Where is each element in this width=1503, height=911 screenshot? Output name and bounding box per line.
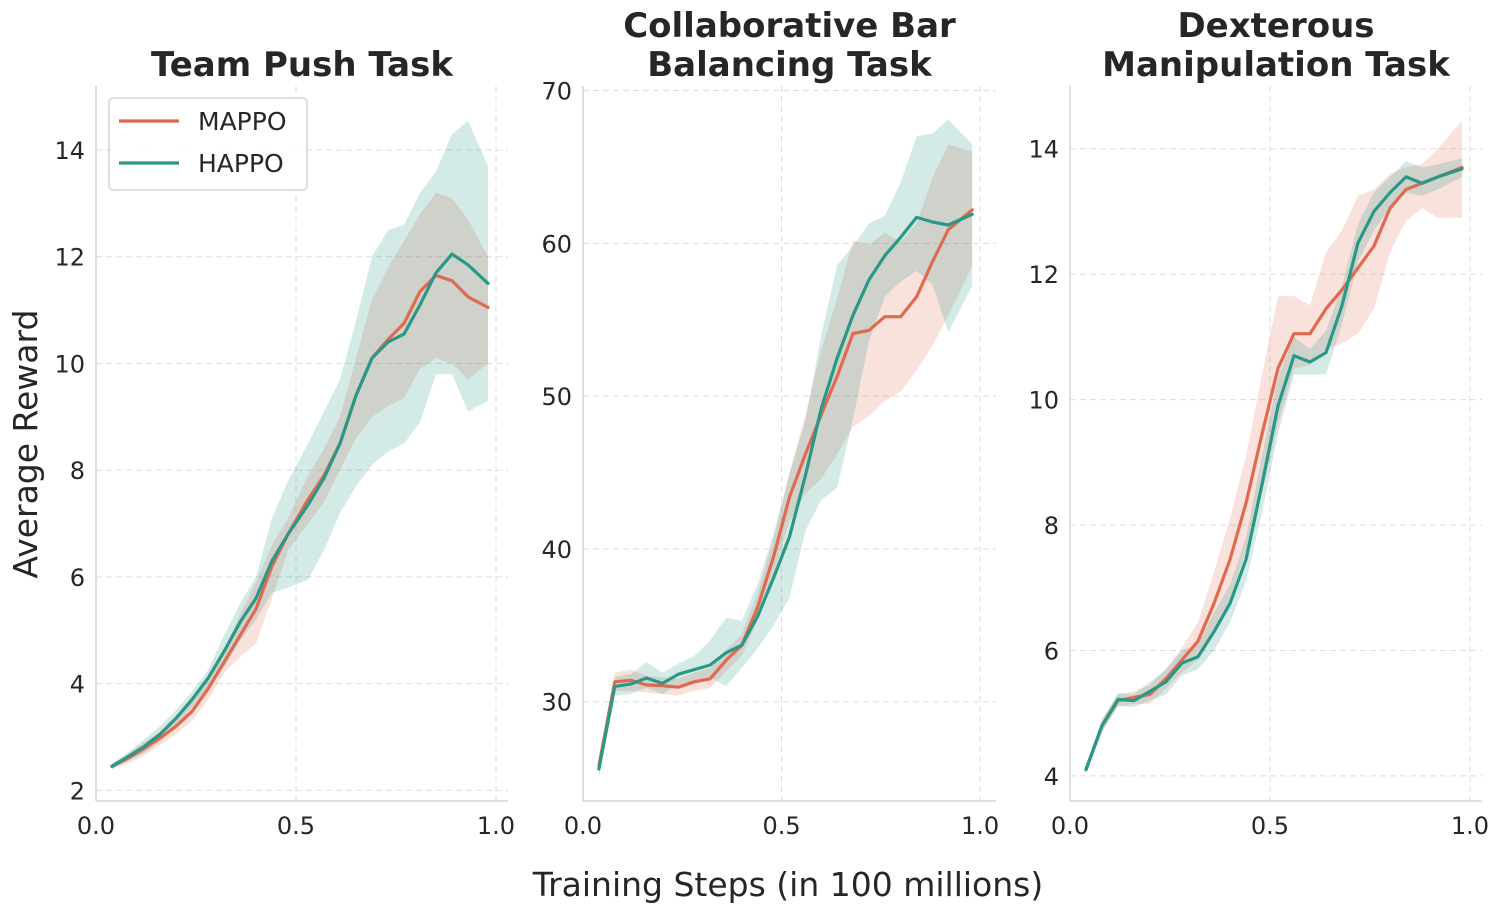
x-tick-label: 0.0 <box>564 812 602 840</box>
chart-title: Manipulation Task <box>1102 45 1451 85</box>
y-tick-label: 8 <box>1044 512 1059 540</box>
chart-title: Collaborative Bar <box>623 6 956 46</box>
y-tick-label: 70 <box>541 78 572 106</box>
y-tick-label: 12 <box>1028 261 1059 289</box>
y-tick-label: 2 <box>70 777 85 805</box>
x-tick-label: 0.5 <box>277 812 315 840</box>
series-line-happo <box>110 252 490 768</box>
x-tick-label: 0.0 <box>1051 812 1089 840</box>
confidence-band-happo <box>1086 158 1462 773</box>
series-line-happo <box>597 212 974 771</box>
confidence-band-mappo <box>598 144 973 776</box>
x-tick-label: 1.0 <box>961 812 999 840</box>
y-tick-label: 4 <box>1044 763 1059 791</box>
x-tick-label: 0.0 <box>77 812 115 840</box>
y-tick-label: 60 <box>541 230 572 258</box>
y-axis-label: Average Reward <box>6 310 45 579</box>
chart-panel-2: 30 40 50 60 70 0.0 0.5 1.0 Collaborative BarBala… <box>541 6 999 840</box>
y-tick-label: 50 <box>541 383 572 411</box>
y-tick-label: 6 <box>70 564 85 592</box>
legend-label-happo: HAPPO <box>198 149 284 178</box>
y-tick-label: 8 <box>70 457 85 485</box>
chart-title: Dexterous <box>1177 6 1374 46</box>
y-tick-label: 10 <box>54 350 85 378</box>
confidence-band-mappo <box>112 192 488 769</box>
x-tick-label: 0.5 <box>1251 812 1289 840</box>
y-tick-label: 6 <box>1044 637 1059 665</box>
y-tick-label: 10 <box>1028 387 1059 415</box>
confidence-band-mappo <box>1086 120 1462 773</box>
chart-panels: 2 4 6 8 10 12 14 0.0 0.5 1.0 Team Push Task 30 40 50 6… <box>54 6 1489 840</box>
confidence-band-happo <box>112 120 488 769</box>
chart-title: Team Push Task <box>151 45 454 85</box>
x-tick-label: 1.0 <box>1451 812 1489 840</box>
confidence-band-happo <box>598 119 973 779</box>
series-line-mappo <box>1084 165 1464 772</box>
y-tick-label: 14 <box>1028 136 1059 164</box>
x-tick-label: 0.5 <box>762 812 800 840</box>
series-line-mappo <box>597 208 974 768</box>
x-tick-label: 1.0 <box>477 812 515 840</box>
chart-panel-3: 4 6 8 10 12 14 0.0 0.5 1.0 DexterousManipulation … <box>1028 6 1489 840</box>
y-tick-label: 40 <box>541 536 572 564</box>
y-tick-label: 30 <box>541 689 572 717</box>
x-axis-label: Training Steps (in 100 millions) <box>532 865 1043 904</box>
y-tick-label: 4 <box>70 671 85 699</box>
chart-panel-1: 2 4 6 8 10 12 14 0.0 0.5 1.0 Team Push Task <box>54 45 515 840</box>
legend-label-mappo: MAPPO <box>198 107 287 136</box>
legend: MAPPO HAPPO <box>108 97 308 191</box>
y-tick-label: 14 <box>54 137 85 165</box>
chart-title: Balancing Task <box>647 45 933 85</box>
series-line-happo <box>1084 167 1464 772</box>
y-tick-label: 12 <box>54 244 85 272</box>
